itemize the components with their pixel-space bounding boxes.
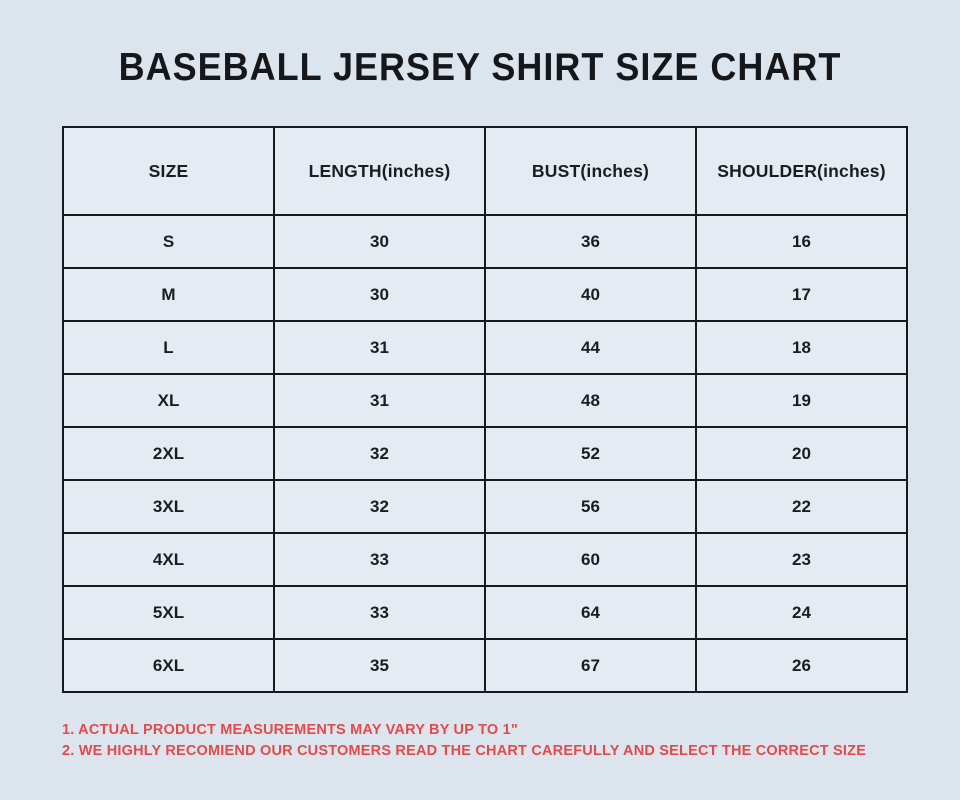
column-header-bust: BUST(inches)	[484, 126, 697, 216]
table-row-s: S 30 36 16	[62, 214, 908, 269]
footnote-read-chart-carefully: 2. WE HIGHLY RECOMIEND OUR CUSTOMERS REA…	[62, 743, 867, 759]
cell-length: 33	[273, 532, 486, 587]
table-row-6xl: 6XL 35 67 26	[62, 638, 908, 693]
cell-length: 30	[273, 267, 486, 322]
page-title: BASEBALL JERSEY SHIRT SIZE CHART	[118, 44, 842, 89]
cell-size: 5XL	[62, 585, 275, 640]
size-chart-table: SIZE LENGTH(inches) BUST(inches) SHOULDE…	[62, 126, 908, 693]
cell-size: 4XL	[62, 532, 275, 587]
cell-length: 33	[273, 585, 486, 640]
cell-length: 31	[273, 373, 486, 428]
cell-bust: 60	[484, 532, 697, 587]
cell-bust: 48	[484, 373, 697, 428]
cell-bust: 52	[484, 426, 697, 481]
table-body: S 30 36 16 M 30 40 17 L 31 44 18 XL 31 4…	[62, 214, 908, 693]
cell-length: 32	[273, 426, 486, 481]
table-row-3xl: 3XL 32 56 22	[62, 479, 908, 534]
table-row-l: L 31 44 18	[62, 320, 908, 375]
cell-size: XL	[62, 373, 275, 428]
cell-length: 32	[273, 479, 486, 534]
cell-shoulder: 19	[695, 373, 908, 428]
cell-shoulder: 24	[695, 585, 908, 640]
cell-size: S	[62, 214, 275, 269]
cell-shoulder: 18	[695, 320, 908, 375]
cell-length: 35	[273, 638, 486, 693]
cell-shoulder: 20	[695, 426, 908, 481]
column-header-size: SIZE	[62, 126, 275, 216]
table-header: SIZE LENGTH(inches) BUST(inches) SHOULDE…	[62, 126, 908, 216]
column-header-shoulder: SHOULDER(inches)	[695, 126, 908, 216]
cell-size: 2XL	[62, 426, 275, 481]
column-header-length: LENGTH(inches)	[273, 126, 486, 216]
cell-length: 30	[273, 214, 486, 269]
footnotes: 1. ACTUAL PRODUCT MEASUREMENTS MAY VARY …	[62, 720, 960, 762]
cell-bust: 44	[484, 320, 697, 375]
cell-bust: 67	[484, 638, 697, 693]
cell-size: L	[62, 320, 275, 375]
cell-shoulder: 23	[695, 532, 908, 587]
table-row-2xl: 2XL 32 52 20	[62, 426, 908, 481]
cell-size: 6XL	[62, 638, 275, 693]
table-row-xl: XL 31 48 19	[62, 373, 908, 428]
header-row: SIZE LENGTH(inches) BUST(inches) SHOULDE…	[62, 126, 908, 216]
cell-shoulder: 26	[695, 638, 908, 693]
cell-shoulder: 17	[695, 267, 908, 322]
table-row-5xl: 5XL 33 64 24	[62, 585, 908, 640]
cell-bust: 56	[484, 479, 697, 534]
cell-size: 3XL	[62, 479, 275, 534]
cell-size: M	[62, 267, 275, 322]
cell-shoulder: 22	[695, 479, 908, 534]
table-row-4xl: 4XL 33 60 23	[62, 532, 908, 587]
cell-bust: 40	[484, 267, 697, 322]
table-row-m: M 30 40 17	[62, 267, 908, 322]
cell-shoulder: 16	[695, 214, 908, 269]
cell-bust: 36	[484, 214, 697, 269]
footnote-measurement-variance: 1. ACTUAL PRODUCT MEASUREMENTS MAY VARY …	[62, 722, 518, 738]
cell-length: 31	[273, 320, 486, 375]
cell-bust: 64	[484, 585, 697, 640]
